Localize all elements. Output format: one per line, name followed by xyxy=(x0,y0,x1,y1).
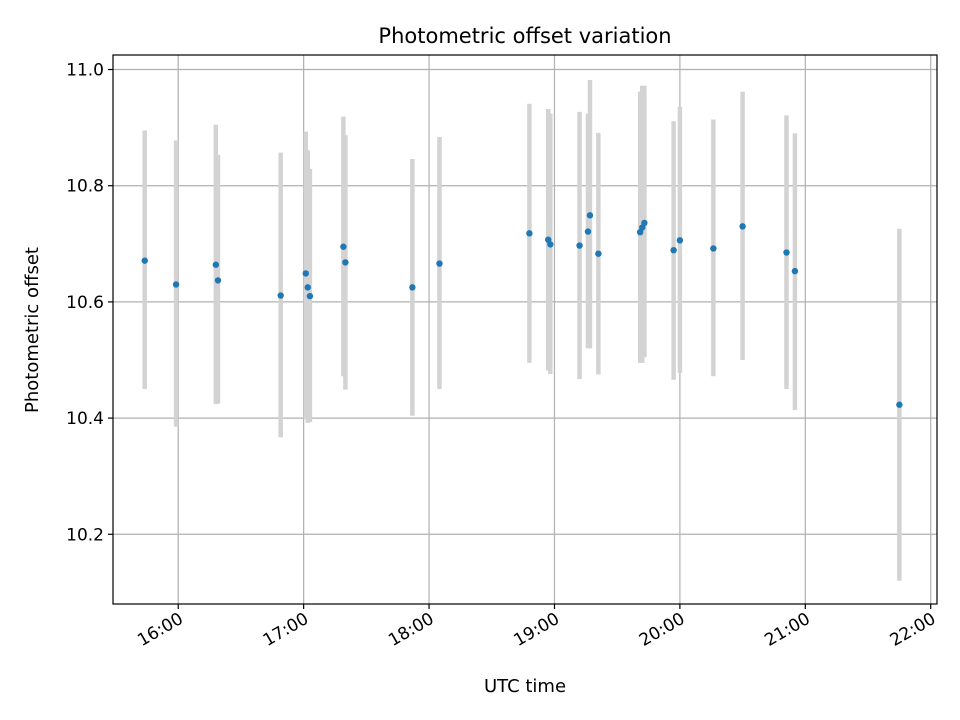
data-point xyxy=(670,247,677,254)
data-point xyxy=(896,401,903,408)
y-tick-label: 10.6 xyxy=(66,293,104,313)
data-point xyxy=(526,230,533,237)
data-point xyxy=(710,245,717,252)
data-point xyxy=(409,284,416,291)
data-point xyxy=(214,277,222,284)
x-axis-title: UTC time xyxy=(484,676,566,697)
data-point xyxy=(584,228,592,235)
data-point xyxy=(739,223,746,230)
data-point xyxy=(547,241,554,248)
chart-title: Photometric offset variation xyxy=(378,24,671,48)
data-point xyxy=(141,257,148,264)
data-point xyxy=(436,260,443,267)
data-point xyxy=(340,243,347,250)
data-point xyxy=(641,219,648,227)
y-tick-label: 10.8 xyxy=(66,177,104,197)
data-point xyxy=(576,242,583,249)
data-points xyxy=(141,212,903,408)
y-tick-label: 11.0 xyxy=(66,61,104,81)
data-point xyxy=(783,249,790,256)
data-point xyxy=(791,267,799,275)
data-point xyxy=(342,259,349,266)
data-point xyxy=(212,261,220,268)
data-point xyxy=(306,292,314,300)
data-point xyxy=(676,237,684,244)
data-point xyxy=(277,292,284,299)
data-point xyxy=(595,250,602,257)
data-point xyxy=(586,212,594,219)
y-axis: 10.2 10.4 10.6 10.8 11.0 xyxy=(66,61,113,545)
data-point xyxy=(172,281,180,288)
y-tick-label: 10.2 xyxy=(66,525,104,545)
plot-frame xyxy=(112,54,938,605)
y-axis-title: Photometric offset xyxy=(22,247,43,413)
data-point xyxy=(302,270,309,277)
data-point xyxy=(304,284,311,291)
y-tick-label: 10.4 xyxy=(66,409,104,429)
